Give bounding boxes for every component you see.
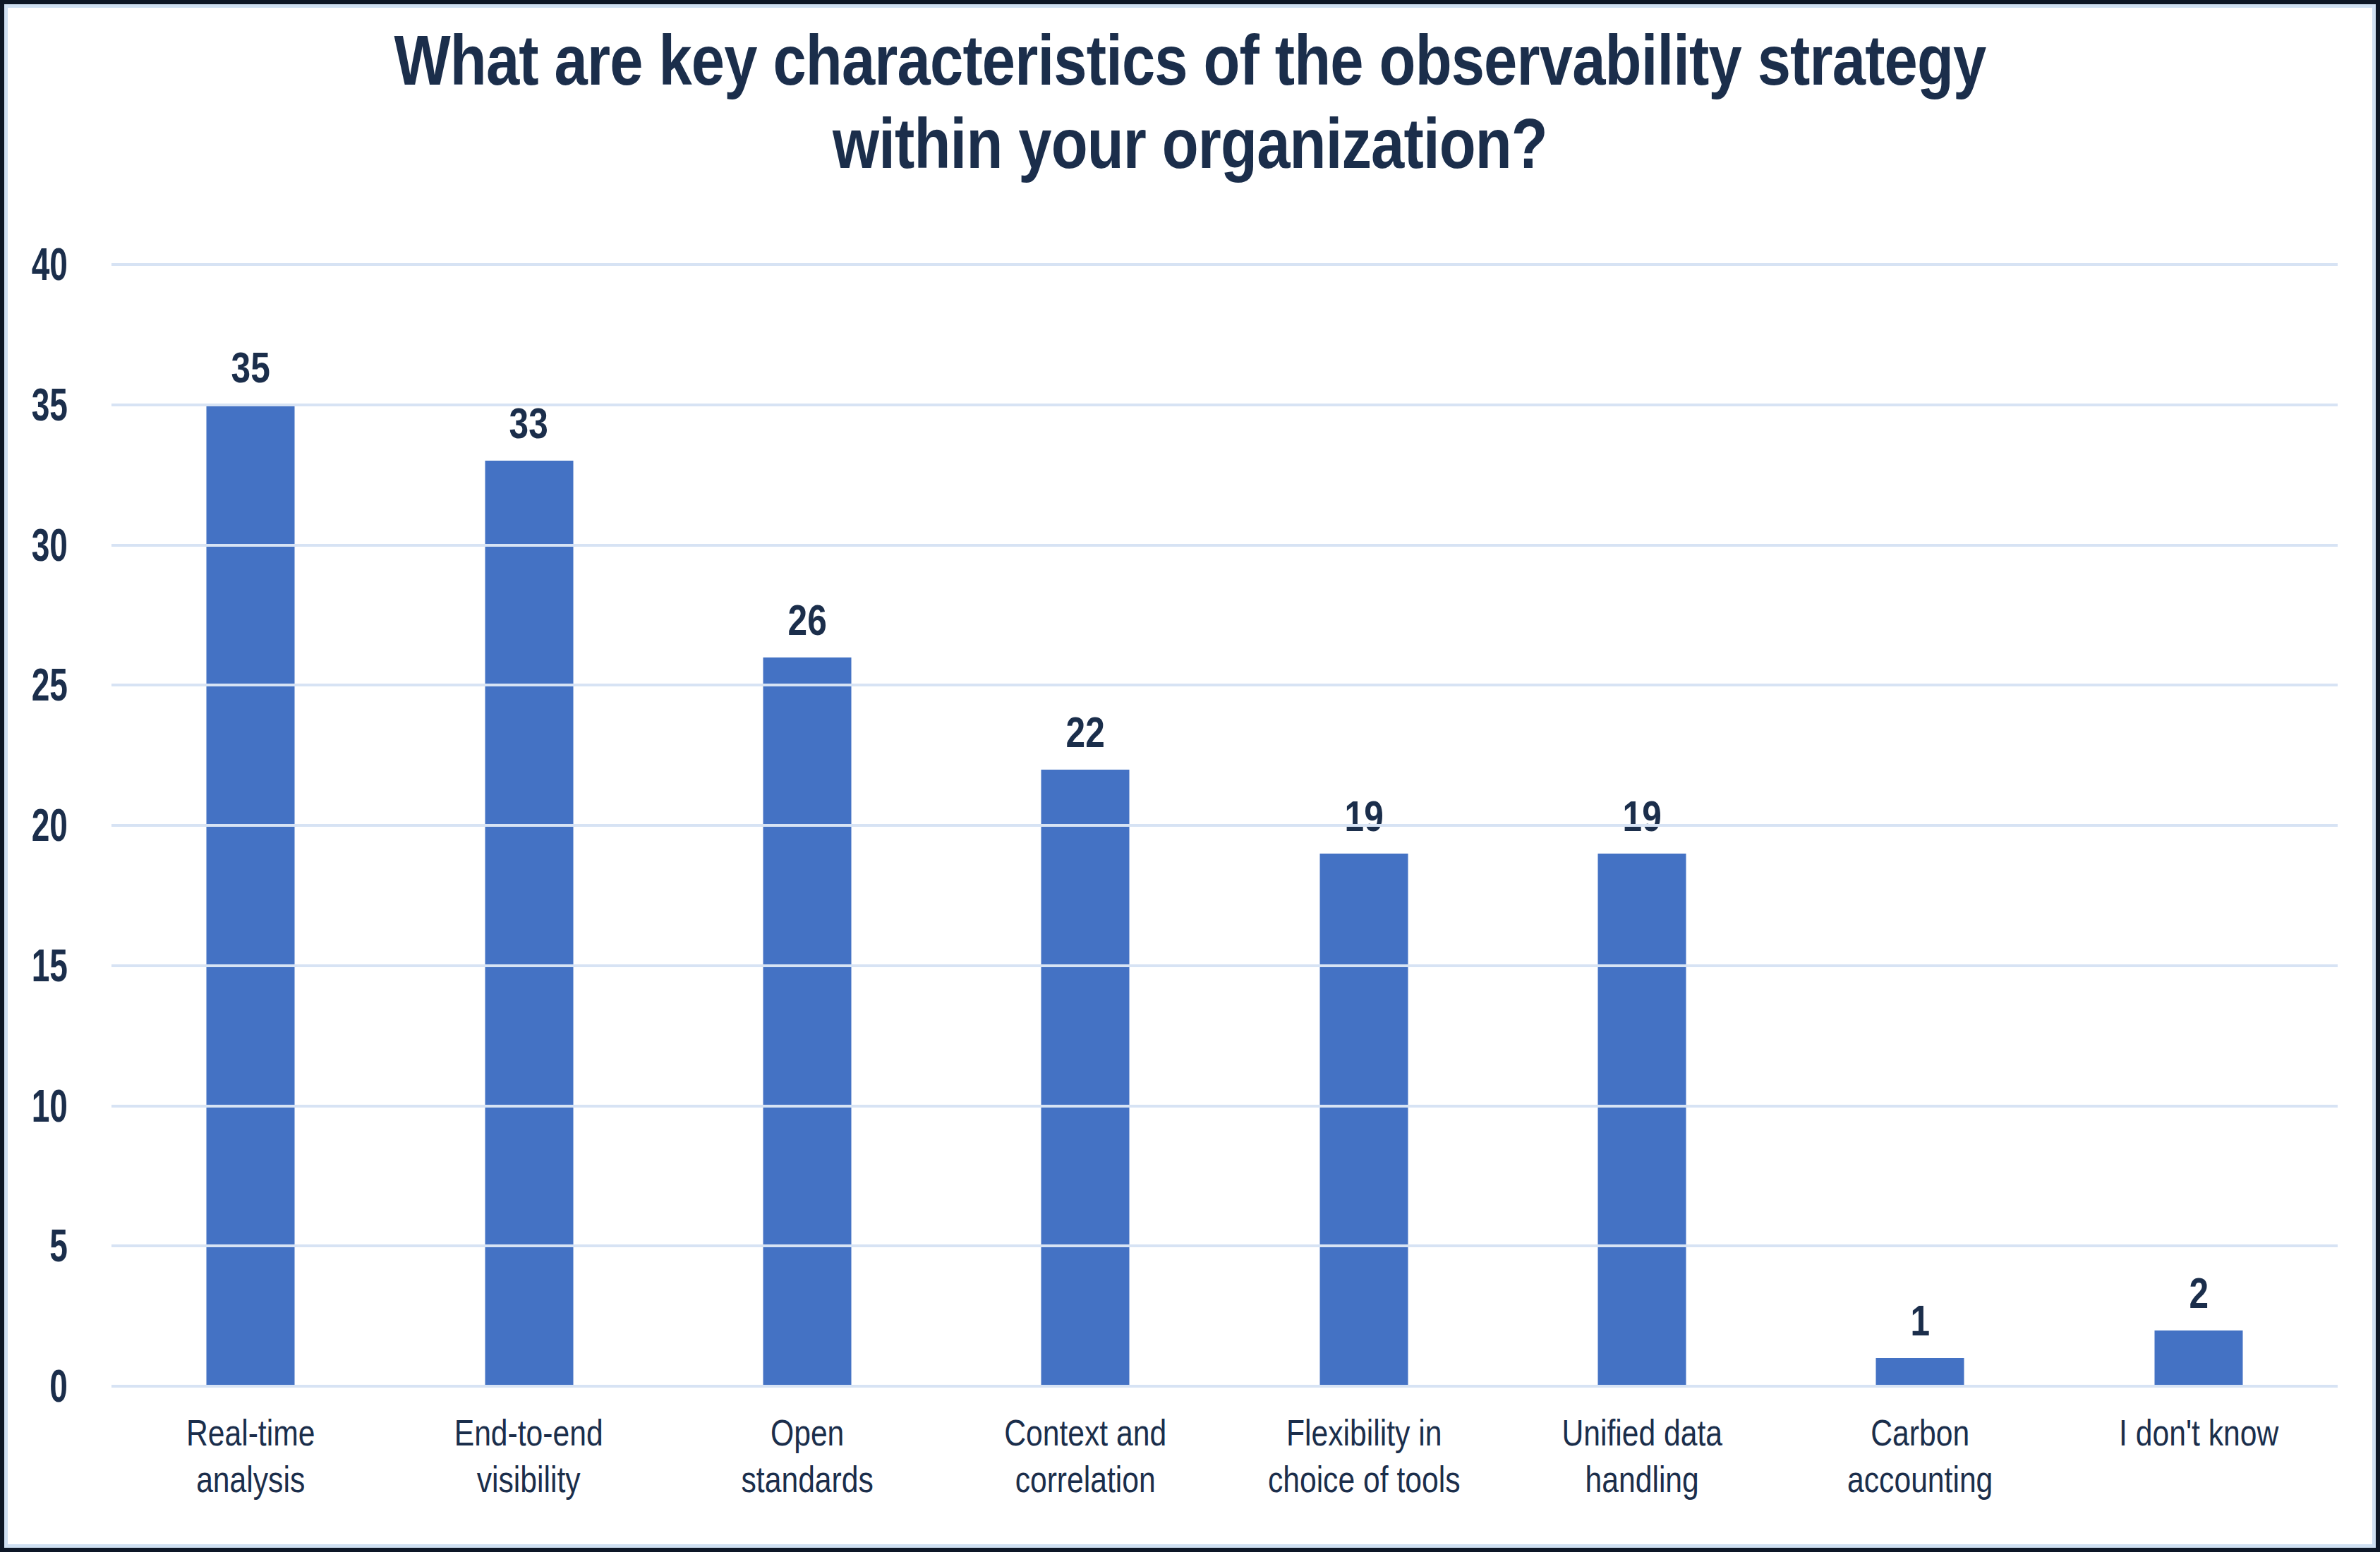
- bar-value-label: 19: [1252, 791, 1475, 841]
- x-axis-category-label: Carbonaccounting: [1806, 1409, 2034, 1503]
- x-axis-category-label-line: Carbon: [1806, 1409, 2034, 1456]
- bar-value-label: 2: [2087, 1268, 2310, 1318]
- y-axis-tick-label-30: 30: [19, 517, 68, 574]
- bar-chart: What are key characteristics of the obse…: [0, 0, 2380, 1552]
- x-axis: Real-timeanalysis End-to-endvisibility Ope…: [111, 1409, 2338, 1503]
- x-axis-category-label: Flexibility inchoice of tools: [1250, 1409, 1478, 1503]
- x-axis-category-label-line: Unified data: [1528, 1409, 1756, 1456]
- y-axis-tick-label-15: 15: [19, 938, 68, 994]
- bar-i-don-t-know: [2154, 1330, 2242, 1387]
- y-axis-tick-label-5: 5: [19, 1218, 68, 1274]
- x-axis-category-label-line: correlation: [972, 1456, 1200, 1503]
- bar-value-label: 26: [696, 595, 919, 645]
- x-axis-category-label-line: End-to-end: [415, 1409, 643, 1456]
- y-axis-tick-label-10: 10: [19, 1078, 68, 1134]
- x-axis-category-label-line: Context and: [972, 1409, 1200, 1456]
- plot-area: 35332622191912: [111, 265, 2338, 1386]
- x-axis-category-label-line: standards: [693, 1456, 921, 1503]
- x-axis-category-label-line: visibility: [415, 1456, 643, 1503]
- bar-flexibility-in-choice-of-tools: [1319, 854, 1408, 1386]
- x-axis-category-label-line: analysis: [136, 1456, 364, 1503]
- chart-title-line-1: What are key characteristics of the obse…: [179, 18, 2201, 102]
- x-axis-category-label-line: Real-time: [136, 1409, 364, 1456]
- y-axis-tick-label-20: 20: [19, 797, 68, 854]
- x-axis-category-label-line: I don't know: [2084, 1409, 2312, 1456]
- y-axis: 0510152025303540: [0, 265, 68, 1386]
- chart-title-line-2: within your organization?: [179, 102, 2201, 185]
- gridline-25: [111, 684, 2338, 686]
- x-axis-category-label: End-to-endvisibility: [415, 1409, 643, 1503]
- x-axis-category-label-line: accounting: [1806, 1456, 2034, 1503]
- bar-carbon-accounting: [1876, 1358, 1964, 1386]
- bar-context-and-correlation: [1041, 770, 1130, 1387]
- gridline-20: [111, 824, 2338, 827]
- x-axis-category-label: Unified datahandling: [1528, 1409, 1756, 1503]
- bar-value-label: 19: [1530, 791, 1753, 841]
- gridline-30: [111, 544, 2338, 547]
- gridline-15: [111, 964, 2338, 967]
- bar-unified-data-handling: [1598, 854, 1686, 1386]
- bar-value-label: 1: [1809, 1295, 2032, 1345]
- x-axis-category-label-line: choice of tools: [1250, 1456, 1478, 1503]
- gridline-40: [111, 263, 2338, 266]
- bar-open-standards: [763, 657, 851, 1387]
- gridline-5: [111, 1244, 2338, 1247]
- x-axis-category-label: Openstandards: [693, 1409, 921, 1503]
- x-axis-category-label-line: Flexibility in: [1250, 1409, 1478, 1456]
- x-axis-category-label-line: Open: [693, 1409, 921, 1456]
- bar-value-label: 35: [139, 342, 362, 392]
- gridline-0: [111, 1385, 2338, 1388]
- x-axis-category-label: Context andcorrelation: [972, 1409, 1200, 1503]
- bar-value-label: 22: [974, 707, 1197, 757]
- gridline-10: [111, 1105, 2338, 1108]
- gridline-35: [111, 404, 2338, 406]
- x-axis-category-label-line: handling: [1528, 1456, 1756, 1503]
- x-axis-category-label: Real-timeanalysis: [136, 1409, 364, 1503]
- chart-title: What are key characteristics of the obse…: [0, 18, 2380, 185]
- y-axis-tick-label-35: 35: [19, 377, 68, 433]
- y-axis-tick-label-0: 0: [19, 1358, 68, 1414]
- y-axis-tick-label-25: 25: [19, 657, 68, 713]
- y-axis-tick-label-40: 40: [19, 236, 68, 293]
- x-axis-category-label: I don't know: [2084, 1409, 2312, 1503]
- bar-real-time-analysis: [207, 405, 295, 1386]
